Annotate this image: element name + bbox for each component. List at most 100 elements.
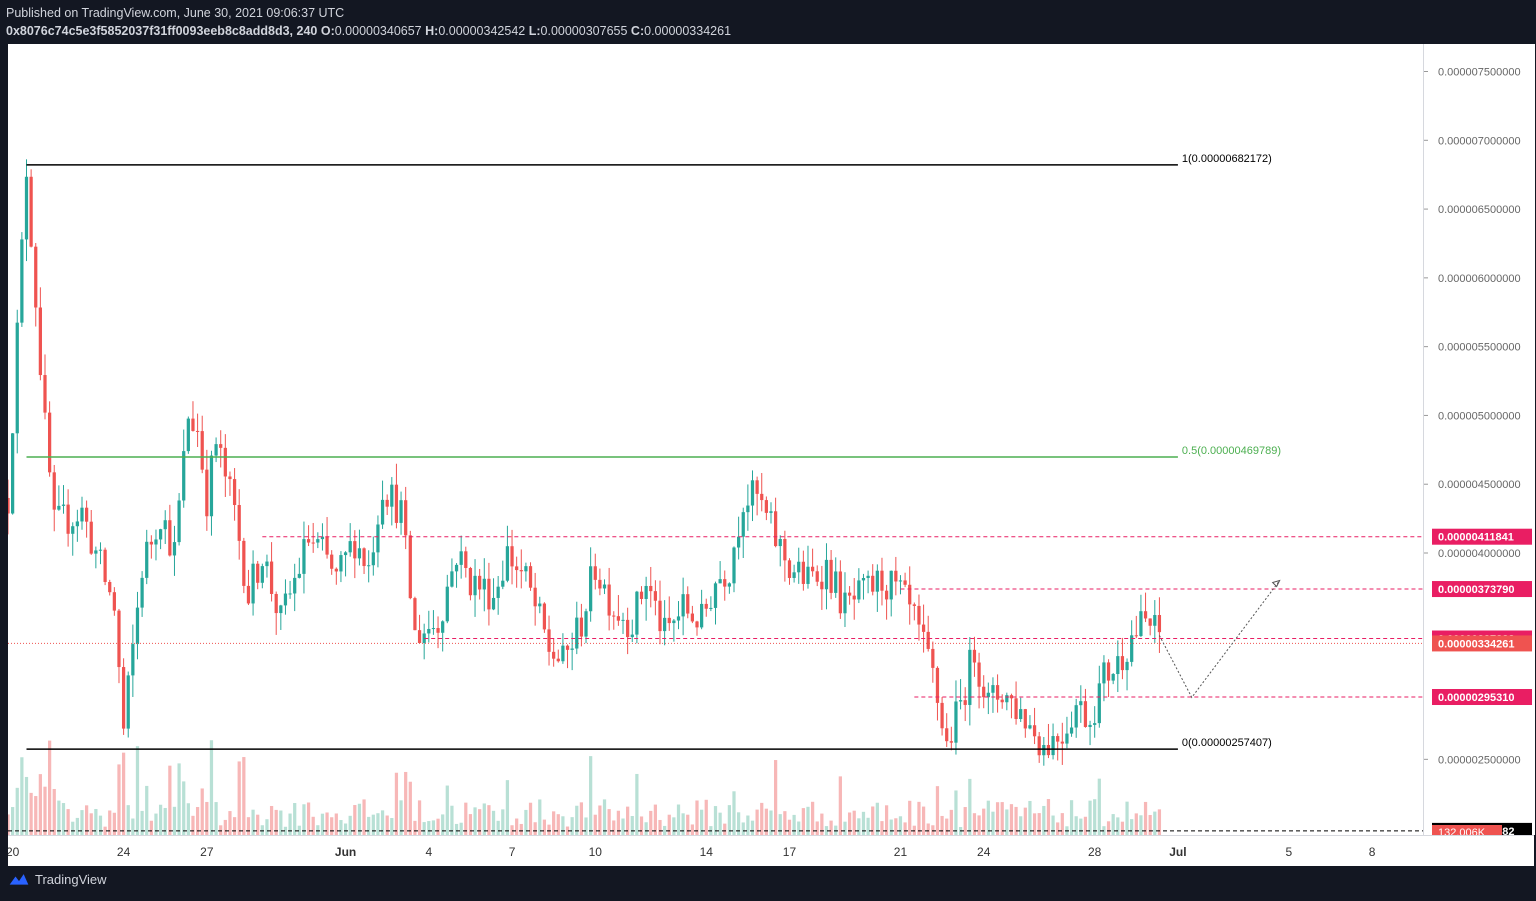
candle-body: [658, 600, 662, 632]
candle-body: [755, 480, 759, 494]
candle-body: [182, 451, 186, 501]
candle-body: [1051, 736, 1055, 756]
time-axis-svg[interactable]: 20 24 27 Jun 4 7 10 14 17 21 24 28 Jul 5 8: [6, 836, 1534, 866]
candle-body: [1106, 662, 1111, 681]
volume-bar: [145, 785, 149, 835]
volume-bar: [570, 817, 574, 835]
time-axis[interactable]: 20 24 27 Jun 4 7 10 14 17 21 24 28 Jul 5 8: [6, 835, 1534, 866]
candle-body: [29, 176, 33, 247]
candle-body: [695, 621, 699, 628]
candle-body: [663, 617, 667, 632]
volume-bar: [131, 818, 135, 835]
candle-body: [875, 570, 879, 592]
volume-bar: [658, 819, 662, 835]
candle-body: [561, 645, 565, 662]
volume-bar: [676, 804, 681, 835]
volume-bar: [727, 805, 731, 835]
candle-body: [84, 507, 89, 522]
volume-bar: [177, 763, 181, 835]
candle-body: [237, 505, 241, 541]
candle-body: [223, 447, 227, 477]
volume-bar: [84, 805, 89, 835]
volume-bar: [283, 826, 288, 835]
volume-bar: [824, 826, 829, 835]
volume-bar: [995, 802, 1000, 835]
candle-body: [991, 685, 995, 693]
fib-level-label: 0(0.00000257407): [1182, 737, 1272, 749]
candle-body: [186, 418, 190, 452]
volume-bar: [801, 808, 805, 835]
candle-body: [228, 476, 232, 480]
price-chart-svg[interactable]: 1(0.00000682172) 0.5(0.00000469789) 0(0.00…: [8, 44, 1423, 835]
candle-body: [690, 613, 694, 622]
candle-body: [380, 499, 385, 525]
footer-brand[interactable]: TradingView: [8, 872, 107, 887]
volume-bar: [117, 764, 121, 835]
candle-body: [515, 566, 519, 571]
volume-bar: [972, 813, 977, 835]
symbol-name[interactable]: 0x8076c74c5e3f5852037f31ff0093eeb8c8add8…: [6, 24, 318, 38]
price-axis-svg[interactable]: 0.000007500000 0.000007000000 0.0000065000…: [1424, 44, 1535, 839]
volume-bar: [621, 818, 625, 835]
volume-bar: [810, 801, 815, 835]
candle-body: [11, 433, 15, 514]
volume-bar: [302, 804, 306, 835]
volume-bar: [140, 810, 144, 835]
volume-bar: [746, 815, 750, 835]
price-axis[interactable]: 0.000007500000 0.000007000000 0.0000065000…: [1423, 44, 1535, 839]
volume-bar: [214, 802, 218, 835]
chart-plot-area[interactable]: 1(0.00000682172) 0.5(0.00000469789) 0(0.00…: [8, 44, 1423, 835]
volume-bar: [154, 813, 158, 835]
y-tick-label: 0.000005000000: [1438, 410, 1521, 422]
volume-bar: [538, 799, 542, 835]
candle-body: [621, 619, 625, 621]
candle-body: [1111, 674, 1115, 681]
volume-bar: [773, 760, 778, 835]
candle-body: [1028, 725, 1032, 729]
volume-bar: [1157, 809, 1162, 835]
volume-bar: [293, 803, 297, 835]
volume-bar: [269, 805, 274, 835]
open-label: O:: [320, 24, 335, 38]
volume-bar: [704, 799, 708, 835]
volume-bar: [940, 815, 944, 835]
volume-bar: [1037, 813, 1041, 835]
volume-bar: [11, 807, 15, 835]
x-tick-label: 4: [425, 845, 432, 859]
candle-body: [24, 176, 29, 240]
candle-body: [94, 550, 98, 554]
candle-body: [34, 246, 38, 308]
candle-body: [158, 529, 163, 540]
candle-body: [746, 505, 750, 513]
candle-body: [1056, 736, 1060, 742]
fib-retracement: 1(0.00000682172) 0.5(0.00000469789) 0(0.00…: [26, 153, 1281, 750]
candle-body: [556, 658, 560, 662]
volume-bar: [501, 809, 505, 835]
volume-bar: [505, 780, 510, 835]
volume-bar: [182, 781, 186, 835]
volume-bar: [797, 821, 801, 835]
candle-body: [98, 549, 103, 551]
volume-bar: [834, 825, 838, 835]
volume-bar: [653, 804, 658, 835]
projection-line: [1158, 580, 1281, 699]
x-tick-label: 27: [200, 845, 214, 859]
close-value: 0.00000334261: [644, 24, 732, 38]
candle-body: [602, 584, 607, 589]
volume-bar: [487, 805, 491, 835]
volume-bar: [482, 803, 486, 835]
low-value: 0.00000307655: [540, 24, 628, 38]
volume-bar: [98, 815, 103, 835]
volume-bar: [413, 820, 417, 835]
volume-bar: [815, 821, 819, 835]
volume-bar: [265, 819, 269, 835]
volume-bar: [57, 800, 61, 835]
candle-body: [66, 504, 70, 534]
candle-body: [903, 580, 907, 585]
x-tick-label: 10: [589, 845, 603, 859]
volume-bar: [427, 821, 431, 835]
y-tick-label: 0.000006000000: [1438, 273, 1521, 285]
volume-bar: [510, 825, 514, 835]
volume-bar: [607, 809, 611, 835]
volume-bar: [1125, 801, 1129, 835]
